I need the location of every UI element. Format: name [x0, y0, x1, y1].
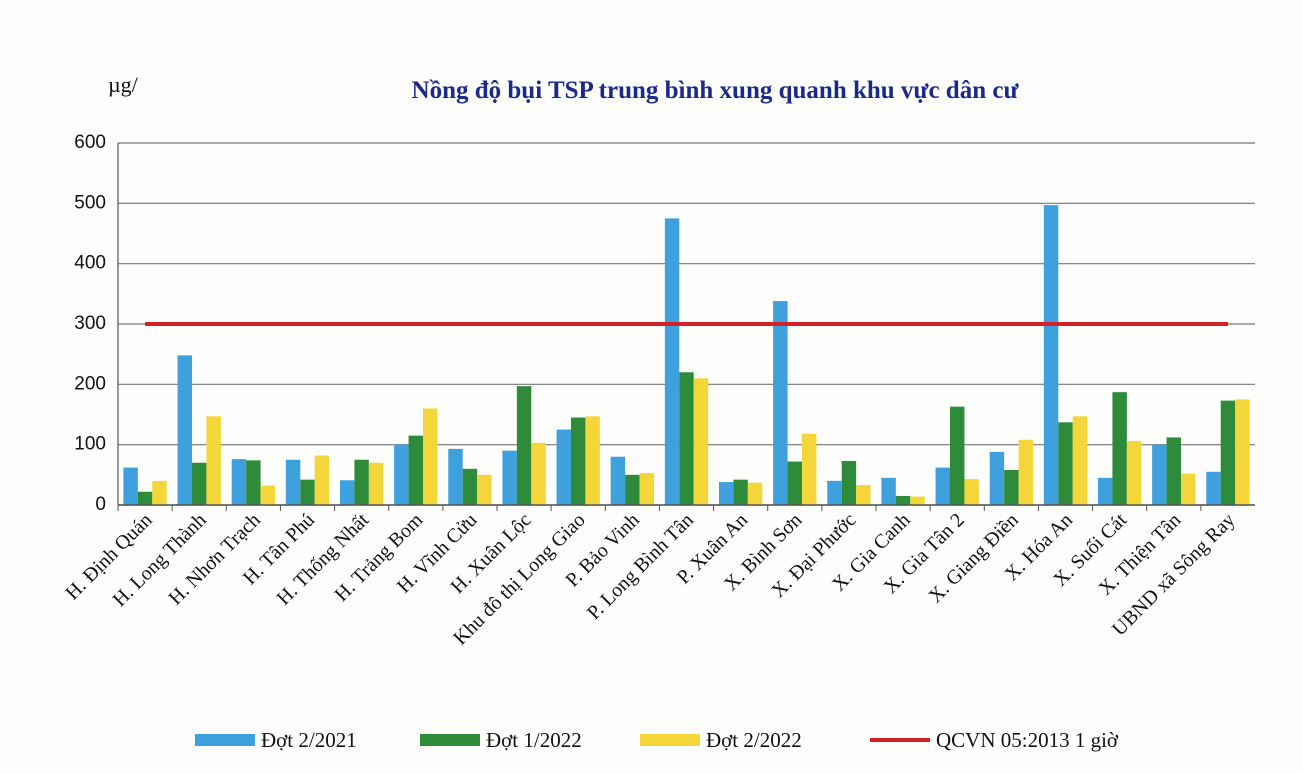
- y-tick-label: 600: [74, 132, 106, 153]
- bar: [368, 462, 384, 505]
- bar: [339, 480, 355, 505]
- bar: [206, 416, 221, 505]
- bar: [191, 462, 207, 505]
- bar: [531, 442, 546, 505]
- bar: [394, 444, 409, 505]
- legend-label: Đợt 1/2022: [486, 728, 582, 752]
- chart-title: Nồng độ bụi TSP trung bình xung quanh kh…: [412, 77, 1020, 104]
- bar: [1058, 422, 1073, 505]
- bar: [1166, 437, 1182, 505]
- bar: [1004, 470, 1019, 505]
- bar: [639, 473, 655, 505]
- bar: [137, 491, 153, 505]
- bar: [570, 417, 586, 505]
- bar: [1126, 441, 1142, 505]
- bar: [1072, 416, 1088, 505]
- bar: [1181, 473, 1196, 505]
- bar: [1235, 399, 1250, 505]
- bar: [935, 467, 950, 505]
- bar: [423, 408, 438, 505]
- bar: [354, 459, 369, 505]
- legend-label: Đợt 2/2022: [706, 728, 802, 752]
- y-tick-label: 100: [74, 434, 106, 455]
- y-tick-label: 200: [74, 373, 106, 394]
- bar: [408, 435, 424, 505]
- bar: [787, 461, 803, 505]
- bar: [1220, 400, 1236, 505]
- bar: [1206, 471, 1221, 505]
- bar: [1043, 205, 1059, 506]
- bar: [123, 467, 138, 505]
- bar: [773, 301, 788, 505]
- y-tick-label: 400: [74, 253, 106, 274]
- bar: [502, 450, 517, 505]
- bar: [747, 482, 763, 505]
- bar: [1152, 444, 1167, 505]
- legend-swatch: [640, 734, 700, 746]
- bar: [477, 474, 492, 505]
- bar: [718, 482, 734, 505]
- bar: [585, 416, 600, 505]
- legend-swatch: [195, 734, 255, 746]
- bar: [516, 386, 532, 505]
- bar: [152, 480, 167, 505]
- bar: [693, 378, 709, 505]
- y-tick-label: 300: [74, 313, 106, 334]
- bar: [625, 474, 640, 505]
- y-axis-label: µg/: [108, 72, 139, 97]
- bar: [1097, 477, 1113, 505]
- bar: [300, 479, 315, 505]
- legend-label: Đợt 2/2021: [261, 728, 357, 752]
- bar: [462, 468, 478, 505]
- bar: [802, 433, 817, 505]
- bar: [231, 459, 247, 505]
- bar: [285, 459, 301, 505]
- bar: [314, 455, 330, 505]
- bar: [989, 451, 1005, 505]
- bar: [664, 218, 680, 505]
- bar: [260, 485, 276, 505]
- bar: [964, 479, 979, 505]
- bar: [856, 485, 871, 505]
- y-tick-label: 0: [95, 494, 106, 515]
- bar: [949, 406, 965, 505]
- bar: [881, 477, 896, 505]
- bar: [1018, 439, 1034, 505]
- bar: [246, 460, 261, 505]
- legend-swatch: [420, 734, 480, 746]
- y-tick-label: 500: [74, 192, 106, 213]
- bar: [679, 372, 694, 505]
- bar: [841, 460, 857, 505]
- bar: [895, 495, 911, 505]
- bar: [177, 355, 192, 505]
- legend-label: QCVN 05:2013 1 giờ: [936, 728, 1119, 752]
- bar: [910, 496, 925, 505]
- bar: [733, 479, 748, 505]
- bar: [556, 429, 571, 505]
- bar: [610, 456, 626, 505]
- bar: [1112, 392, 1127, 505]
- bar: [827, 480, 842, 505]
- bar: [448, 448, 463, 505]
